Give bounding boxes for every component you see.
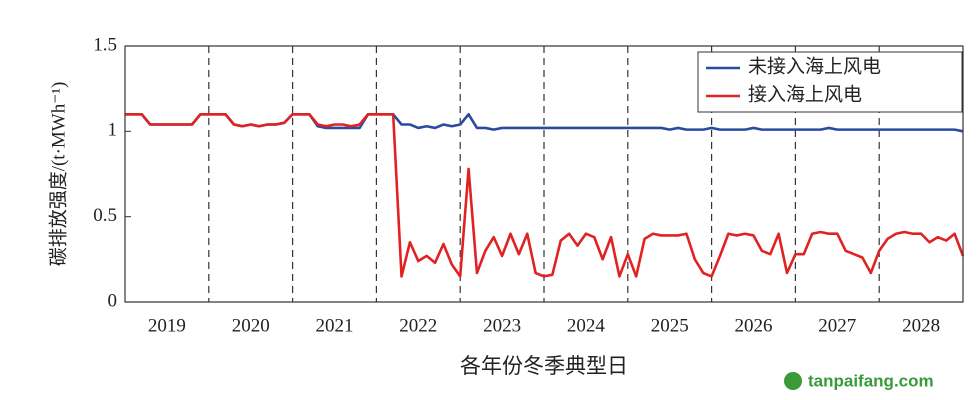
watermark-icon (784, 372, 802, 390)
watermark: tanpaifang.com (808, 371, 934, 390)
series-line (125, 112, 965, 278)
y-tick-label: 1 (108, 120, 118, 141)
y-tick-label: 0 (108, 290, 118, 311)
x-axis-label: 各年份冬季典型日 (460, 354, 628, 378)
x-tick-label: 2021 (316, 315, 354, 336)
x-tick-label: 2022 (399, 315, 437, 336)
x-tick-label: 2023 (483, 315, 521, 336)
y-tick-label: 0.5 (93, 205, 117, 226)
legend-label: 接入海上风电 (748, 83, 862, 105)
legend-box (697, 51, 963, 113)
x-tick-label: 2024 (567, 315, 606, 336)
legend-label: 未接入海上风电 (748, 55, 881, 77)
x-tick-label: 2019 (148, 315, 186, 336)
x-tick-label: 2028 (902, 315, 940, 336)
x-tick-label: 2025 (651, 315, 689, 336)
x-tick-label: 2026 (735, 315, 773, 336)
y-tick-label: 1.5 (93, 34, 117, 55)
plot-frame (124, 45, 964, 303)
x-tick-label: 2020 (232, 315, 270, 336)
x-tick-label: 2027 (818, 315, 856, 336)
y-axis-label: 碳排放强度/(t·MWh⁻¹) (47, 82, 69, 267)
